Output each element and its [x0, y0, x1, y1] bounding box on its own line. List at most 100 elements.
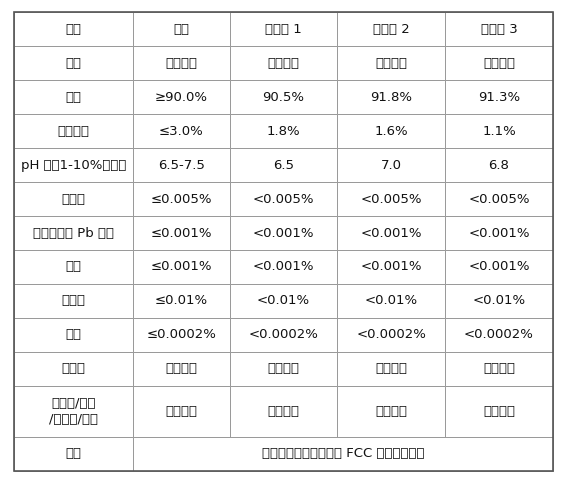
- Text: ≤3.0%: ≤3.0%: [159, 125, 204, 138]
- Text: <0.0002%: <0.0002%: [356, 328, 426, 341]
- Bar: [14, 318, 133, 352]
- Bar: [445, 216, 553, 250]
- Text: 游离水分: 游离水分: [57, 125, 90, 138]
- Text: <0.01%: <0.01%: [257, 295, 310, 308]
- Bar: [230, 114, 337, 148]
- Text: 实施例 2: 实施例 2: [373, 23, 409, 36]
- Bar: [445, 250, 553, 284]
- Bar: [337, 148, 445, 182]
- Bar: [337, 114, 445, 148]
- Bar: [337, 80, 445, 114]
- Text: 1.6%: 1.6%: [374, 125, 408, 138]
- Bar: [230, 318, 337, 352]
- Text: 1.8%: 1.8%: [266, 125, 301, 138]
- Bar: [445, 12, 553, 46]
- Bar: [445, 182, 553, 216]
- Text: <0.001%: <0.001%: [361, 227, 422, 240]
- Text: <0.01%: <0.01%: [472, 295, 526, 308]
- Bar: [445, 46, 553, 80]
- Bar: [230, 250, 337, 284]
- Text: 含量: 含量: [65, 90, 82, 103]
- Bar: [230, 148, 337, 182]
- Text: ≥90.0%: ≥90.0%: [155, 90, 208, 103]
- Text: <0.001%: <0.001%: [468, 260, 530, 273]
- Bar: [337, 250, 445, 284]
- Text: 铁盐: 铁盐: [65, 260, 82, 273]
- Text: 实施例 1: 实施例 1: [265, 23, 302, 36]
- Bar: [14, 148, 133, 182]
- Text: 7.0: 7.0: [380, 158, 402, 171]
- Text: <0.001%: <0.001%: [468, 227, 530, 240]
- Bar: [14, 216, 133, 250]
- Text: 通过实验: 通过实验: [268, 362, 299, 375]
- Bar: [133, 216, 230, 250]
- Bar: [14, 46, 133, 80]
- Text: 通过实验: 通过实验: [483, 362, 515, 375]
- Bar: [337, 216, 445, 250]
- Bar: [14, 386, 133, 437]
- Text: 还原糖: 还原糖: [61, 362, 86, 375]
- Bar: [133, 80, 230, 114]
- Bar: [337, 318, 445, 352]
- Text: 6.8: 6.8: [489, 158, 509, 171]
- Bar: [14, 437, 133, 471]
- Text: 外观: 外观: [65, 57, 82, 70]
- Text: 白色粉末: 白色粉末: [165, 57, 197, 70]
- Bar: [230, 182, 337, 216]
- Bar: [14, 80, 133, 114]
- Bar: [445, 386, 553, 437]
- Bar: [14, 182, 133, 216]
- Bar: [133, 318, 230, 352]
- Text: 白色粉末: 白色粉末: [375, 57, 407, 70]
- Text: 通过实验: 通过实验: [165, 405, 197, 418]
- Text: 氯化物: 氯化物: [61, 193, 86, 205]
- Bar: [445, 284, 553, 318]
- Text: pH 值（1-10%溶液）: pH 值（1-10%溶液）: [21, 158, 126, 171]
- Text: ≤0.0002%: ≤0.0002%: [146, 328, 216, 341]
- Bar: [133, 46, 230, 80]
- Text: <0.0002%: <0.0002%: [464, 328, 534, 341]
- Text: <0.005%: <0.005%: [468, 193, 530, 205]
- Bar: [14, 114, 133, 148]
- Text: 柠檬酸/草酸
/酒石酸/磷酸: 柠檬酸/草酸 /酒石酸/磷酸: [49, 397, 98, 426]
- Text: 重金属（以 Pb 计）: 重金属（以 Pb 计）: [33, 227, 114, 240]
- Text: 结论: 结论: [65, 447, 82, 460]
- Text: 项目: 项目: [65, 23, 82, 36]
- Bar: [445, 352, 553, 386]
- Text: 白色粉末: 白色粉末: [268, 57, 299, 70]
- Bar: [230, 386, 337, 437]
- Bar: [133, 386, 230, 437]
- Text: 通过实验: 通过实验: [483, 405, 515, 418]
- Text: 91.8%: 91.8%: [370, 90, 412, 103]
- Text: <0.005%: <0.005%: [253, 193, 314, 205]
- Bar: [133, 114, 230, 148]
- Bar: [230, 12, 337, 46]
- Text: 砷盐: 砷盐: [65, 328, 82, 341]
- Bar: [230, 216, 337, 250]
- Bar: [133, 148, 230, 182]
- Text: 90.5%: 90.5%: [263, 90, 304, 103]
- Bar: [230, 80, 337, 114]
- Text: 硫酸盐: 硫酸盐: [61, 295, 86, 308]
- Bar: [133, 12, 230, 46]
- Bar: [14, 284, 133, 318]
- Text: <0.001%: <0.001%: [253, 260, 314, 273]
- Text: 6.5: 6.5: [273, 158, 294, 171]
- Bar: [337, 12, 445, 46]
- Text: 白色粉末: 白色粉末: [483, 57, 515, 70]
- Bar: [133, 437, 553, 471]
- Bar: [337, 284, 445, 318]
- Text: 实施例 3: 实施例 3: [481, 23, 517, 36]
- Bar: [445, 114, 553, 148]
- Text: <0.001%: <0.001%: [361, 260, 422, 273]
- Bar: [133, 284, 230, 318]
- Bar: [14, 352, 133, 386]
- Bar: [337, 182, 445, 216]
- Text: <0.01%: <0.01%: [365, 295, 418, 308]
- Bar: [445, 318, 553, 352]
- Text: 本批产品经检验均符合 FCC 标准规定要求: 本批产品经检验均符合 FCC 标准规定要求: [261, 447, 424, 460]
- Text: 通过实验: 通过实验: [375, 362, 407, 375]
- Bar: [337, 46, 445, 80]
- Text: ≤0.005%: ≤0.005%: [150, 193, 212, 205]
- Text: 通过实验: 通过实验: [268, 405, 299, 418]
